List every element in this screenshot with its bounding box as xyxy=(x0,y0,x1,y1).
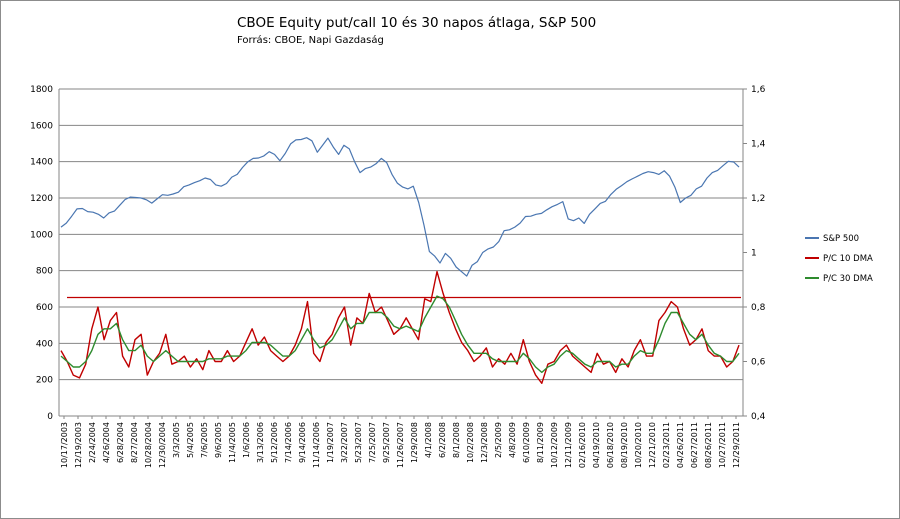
x-tick-label: 11/14/2006 xyxy=(312,422,321,468)
y-tick-label-right: 0,8 xyxy=(751,303,766,313)
y-tick-label-left: 1000 xyxy=(30,230,53,240)
x-tick-label: 9/6/2005 xyxy=(214,422,223,458)
x-tick-label: 6/2/2008 xyxy=(438,422,447,458)
x-tick-label: 02/23/2011 xyxy=(662,422,671,468)
x-tick-label: 5/23/2007 xyxy=(354,422,363,463)
x-tick-label: 12/29/2011 xyxy=(732,422,741,468)
series-line-1 xyxy=(60,270,740,384)
y-tick-label-left: 400 xyxy=(36,339,53,349)
x-tick-label: 10/20/2010 xyxy=(634,422,643,468)
x-tick-label: 12/21/2010 xyxy=(648,422,657,468)
y-tick-label-left: 800 xyxy=(36,267,53,277)
y-tick-label-right: 0,6 xyxy=(751,358,766,368)
x-tick-label: 3/3/2005 xyxy=(172,422,181,458)
x-tick-label: 8/1/2008 xyxy=(452,422,461,458)
x-tick-label: 11/26/2007 xyxy=(396,422,405,468)
x-tick-label: 10/17/2003 xyxy=(60,422,69,468)
x-tick-label: 6/10/2009 xyxy=(522,422,531,463)
x-tick-label: 4/1/2008 xyxy=(424,422,433,458)
x-tick-label: 06/27/2011 xyxy=(690,422,699,468)
y-tick-label-right: 1,4 xyxy=(751,140,766,150)
x-tick-label: 12/3/2008 xyxy=(480,422,489,463)
y-tick-label-left: 200 xyxy=(36,376,53,386)
series-line-2 xyxy=(60,295,740,374)
x-tick-label: 3/13/2006 xyxy=(256,422,265,463)
y-tick-label-left: 1600 xyxy=(30,121,53,131)
x-tick-label: 11/4/2005 xyxy=(228,422,237,463)
x-tick-label: 12/30/2004 xyxy=(158,422,167,468)
y-tick-label-left: 0 xyxy=(47,412,53,422)
x-tick-label: 12/11/2009 xyxy=(564,422,573,468)
x-tick-label: 3/22/2007 xyxy=(340,422,349,463)
x-tick-label: 7/25/2007 xyxy=(368,422,377,463)
y-tick-label-left: 1200 xyxy=(30,194,53,204)
x-tick-label: 9/14/2006 xyxy=(298,422,307,463)
x-tick-label: 7/6/2005 xyxy=(200,422,209,458)
x-tick-label: 04/19/2010 xyxy=(592,422,601,468)
x-tick-label: 1/6/2006 xyxy=(242,422,251,458)
x-tick-label: 1/19/2007 xyxy=(326,422,335,463)
x-tick-label: 5/4/2005 xyxy=(186,422,195,458)
x-tick-label: 10/28/2004 xyxy=(144,422,153,468)
legend-label: P/C 10 DMA xyxy=(823,254,873,264)
chart-title: CBOE Equity put/call 10 és 30 napos átla… xyxy=(237,15,597,31)
y-tick-label-left: 1800 xyxy=(30,85,53,95)
series-line-0 xyxy=(60,137,740,277)
y-tick-label-right: 1 xyxy=(751,249,757,259)
y-tick-label-right: 1,2 xyxy=(751,194,765,204)
x-tick-label: 08/19/2010 xyxy=(620,422,629,468)
x-tick-label: 4/8/2009 xyxy=(508,422,517,458)
y-tick-label-right: 0,4 xyxy=(751,412,766,422)
y-tick-label-left: 600 xyxy=(36,303,53,313)
chart-subtitle: Forrás: CBOE, Napi Gazdaság xyxy=(237,35,384,46)
x-tick-label: 8/27/2004 xyxy=(130,422,139,463)
legend-label: S&P 500 xyxy=(823,234,859,244)
x-tick-label: 2/5/2009 xyxy=(494,422,503,458)
x-tick-label: 10/27/2011 xyxy=(718,422,727,468)
x-tick-label: 7/14/2006 xyxy=(284,422,293,463)
y-tick-label-right: 1,6 xyxy=(751,85,766,95)
x-tick-label: 02/16/2010 xyxy=(578,422,587,468)
x-tick-label: 8/11/2009 xyxy=(536,422,545,463)
x-tick-label: 10/12/2009 xyxy=(550,422,559,468)
x-tick-label: 6/28/2004 xyxy=(116,422,125,463)
x-tick-label: 4/26/2004 xyxy=(102,422,111,463)
x-tick-label: 08/26/2011 xyxy=(704,422,713,468)
y-tick-label-left: 1400 xyxy=(30,158,53,168)
x-tick-label: 06/18/2010 xyxy=(606,422,615,468)
x-tick-label: 12/19/2003 xyxy=(74,422,83,468)
x-tick-label: 2/24/2004 xyxy=(88,422,97,463)
x-tick-label: 5/12/2006 xyxy=(270,422,279,463)
x-tick-label: 10/2/2008 xyxy=(466,422,475,463)
x-tick-label: 04/26/2011 xyxy=(676,422,685,468)
legend-label: P/C 30 DMA xyxy=(823,274,873,284)
x-tick-label: 1/29/2008 xyxy=(410,422,419,463)
x-tick-label: 9/25/2007 xyxy=(382,422,391,463)
